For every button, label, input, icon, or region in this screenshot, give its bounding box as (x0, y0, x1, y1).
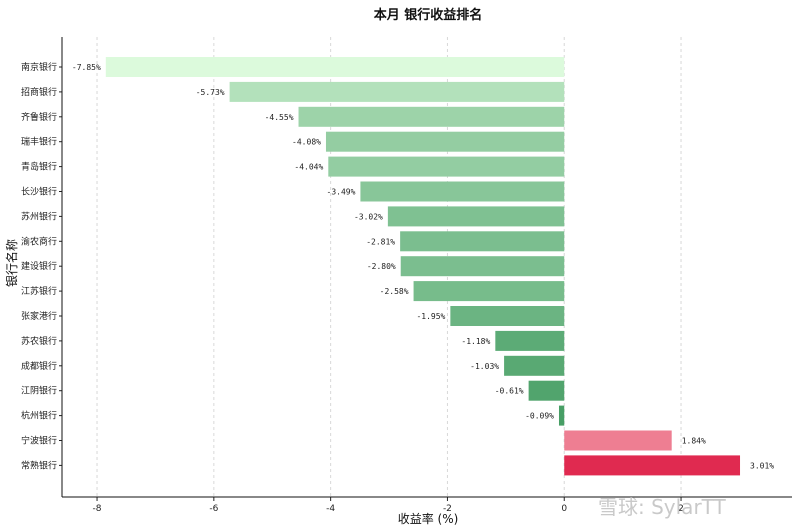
category-label: 齐鲁银行 (21, 111, 57, 123)
data-label: -0.61% (495, 387, 524, 396)
bar (325, 131, 565, 152)
category-label: 瑞丰银行 (21, 136, 57, 148)
bar (328, 156, 565, 177)
x-tick-label: 2 (678, 504, 684, 514)
data-label: -5.73% (196, 88, 225, 97)
y-axis-label: 银行名称 (4, 239, 19, 287)
data-label: -1.95% (416, 312, 445, 321)
bar (450, 306, 565, 326)
data-label: -3.02% (354, 212, 383, 221)
x-tick-label: -6 (209, 504, 218, 514)
data-label: -2.80% (367, 262, 396, 271)
x-axis-label: 收益率 (%) (398, 511, 459, 526)
x-tick-label: -4 (326, 504, 335, 514)
data-label: -4.04% (294, 163, 323, 172)
x-tick-label: -8 (93, 504, 102, 514)
bar (360, 181, 565, 202)
data-label: -7.85% (72, 63, 101, 72)
category-label: 渝农商行 (21, 235, 57, 247)
data-label: -2.81% (366, 237, 395, 246)
bar (387, 206, 565, 227)
category-label: 建设银行 (21, 260, 57, 272)
data-label: 1.84% (682, 437, 706, 446)
bar (564, 430, 672, 451)
bar (229, 81, 565, 102)
bar (400, 256, 565, 277)
chart-title: 本月 银行收益排名 (374, 7, 483, 23)
category-label: 宁波银行 (21, 435, 57, 447)
category-label: 张家港行 (21, 310, 57, 322)
data-label: -4.08% (292, 138, 321, 147)
category-label: 常熟银行 (21, 459, 57, 471)
category-labels: 南京银行招商银行齐鲁银行瑞丰银行青岛银行长沙银行苏州银行渝农商行建设银行江苏银行… (21, 61, 62, 471)
category-label: 江苏银行 (21, 285, 57, 297)
category-label: 南京银行 (21, 61, 57, 73)
data-label: -2.58% (380, 287, 409, 296)
bar (105, 57, 565, 77)
watermark-text: 雪球: SylarTT (598, 495, 727, 519)
category-label: 江阴银行 (21, 385, 57, 397)
category-label: 成都银行 (21, 360, 57, 372)
bar (413, 281, 565, 302)
bar (528, 380, 565, 401)
data-label: -1.18% (461, 337, 490, 346)
x-tick-label: -2 (443, 504, 452, 514)
category-label: 长沙银行 (21, 186, 57, 198)
bar (495, 330, 565, 351)
bar (504, 355, 565, 376)
x-tick-labels: -8 -6 -4 -2 0 2 (93, 497, 684, 514)
category-label: 招商银行 (21, 86, 57, 98)
category-label: 杭州银行 (21, 410, 57, 422)
data-label: -0.09% (525, 412, 554, 421)
data-labels: -7.85% -5.73% -4.55% -4.08% -4.04% -3.49% -3.0… (72, 63, 774, 470)
bar (298, 106, 565, 127)
x-tick-label: 0 (561, 504, 567, 514)
bar (558, 405, 565, 426)
bar (564, 455, 741, 476)
data-label: -3.49% (327, 188, 356, 197)
data-label: 3.01% (750, 461, 774, 470)
bar (400, 231, 565, 252)
data-label: -1.03% (470, 362, 499, 371)
category-label: 苏农银行 (21, 335, 57, 347)
data-label: -4.55% (265, 113, 294, 122)
category-label: 青岛银行 (21, 161, 57, 173)
bars-group (105, 57, 741, 476)
category-label: 苏州银行 (21, 210, 57, 222)
axes (61, 37, 792, 498)
